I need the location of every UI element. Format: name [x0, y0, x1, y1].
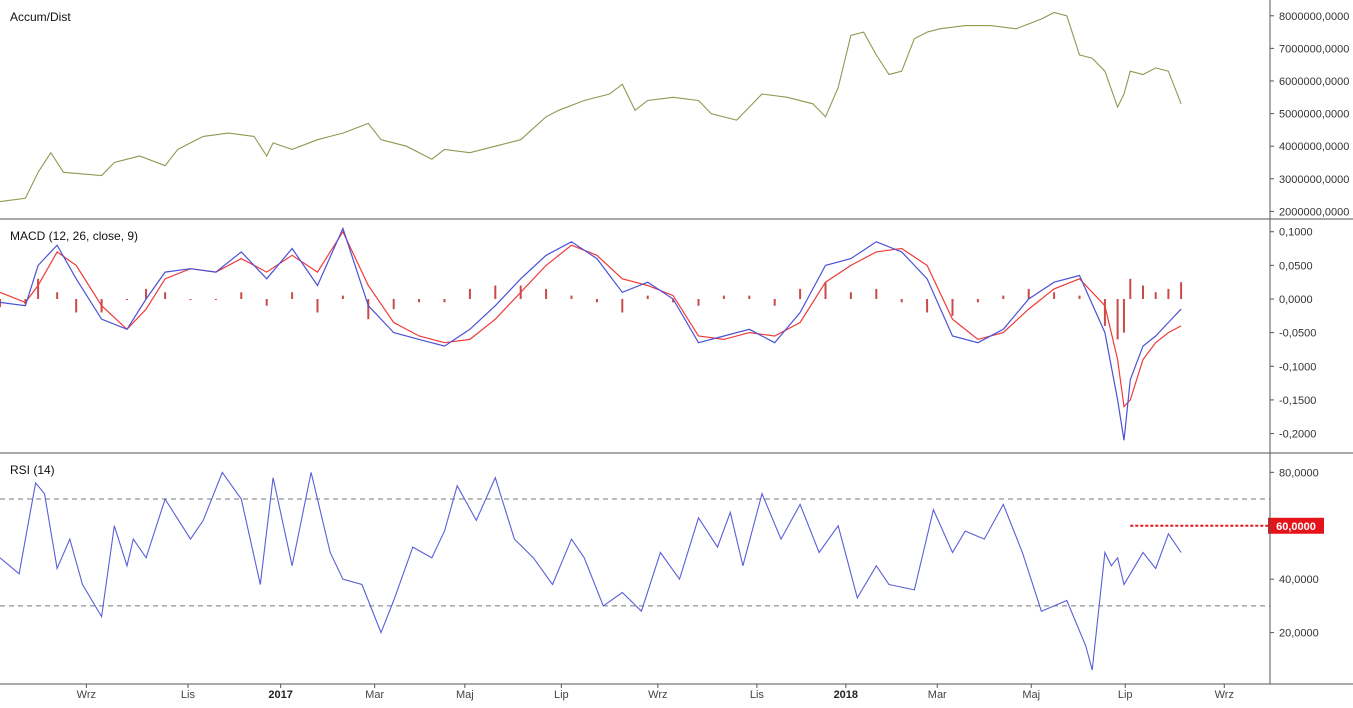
macd-histogram-bar: [145, 288, 148, 299]
macd-histogram-bar: [1002, 295, 1005, 299]
macd-title: MACD (12, 26, close, 9): [10, 229, 138, 243]
x-tick-label: Lis: [750, 689, 765, 701]
rsi-title: RSI (14): [10, 463, 55, 477]
macd-histogram-bar: [1053, 292, 1056, 299]
macd-histogram-bar: [976, 299, 979, 303]
macd-histogram-bar: [1116, 299, 1119, 340]
macd-histogram-bar: [646, 295, 649, 299]
macd-histogram-bar: [1078, 295, 1081, 299]
macd-histogram-bar: [900, 299, 903, 303]
y-tick-label: 20,0000: [1279, 628, 1319, 640]
y-tick-label: 0,0500: [1279, 260, 1313, 272]
y-tick-label: 80,0000: [1279, 467, 1319, 479]
rsi-line: [0, 471, 1182, 671]
y-tick-label: 3000000,0000: [1279, 174, 1349, 186]
macd-histogram-bar: [265, 299, 268, 306]
y-tick-label: 4000000,0000: [1279, 141, 1349, 153]
y-tick-label: -0,1000: [1279, 361, 1316, 373]
macd-histogram-bar: [951, 299, 954, 316]
y-tick-label: 6000000,0000: [1279, 76, 1349, 88]
macd-histogram-bar: [1180, 282, 1183, 299]
x-tick-label: Wrz: [1215, 689, 1234, 701]
macd-histogram-bar: [697, 299, 700, 306]
x-tick-label: Wrz: [648, 689, 667, 701]
x-tick-label: 2017: [268, 689, 292, 701]
x-tick-label: Wrz: [77, 689, 96, 701]
macd-histogram-bar: [570, 295, 573, 299]
macd-histogram-bar: [392, 299, 395, 310]
rsi-value-badge: [1268, 517, 1324, 534]
macd-histogram-bar: [494, 285, 497, 299]
macd-histogram-bar: [773, 299, 776, 306]
macd-histogram-bar: [291, 292, 294, 299]
y-tick-label: 2000000,0000: [1279, 206, 1349, 218]
y-tick-label: -0,0500: [1279, 328, 1316, 340]
y-tick-label: 5000000,0000: [1279, 109, 1349, 121]
macd-histogram-bar: [849, 292, 852, 299]
macd-histogram-bar: [1142, 285, 1144, 299]
macd-histogram-bar: [595, 299, 598, 303]
x-tick-label: Maj: [456, 689, 474, 701]
macd-histogram-bar: [316, 299, 319, 313]
macd-histogram-bar: [214, 299, 217, 300]
accum-dist-title: Accum/Dist: [10, 10, 71, 24]
macd-histogram-bar: [1027, 288, 1030, 299]
macd-histogram-bar: [164, 292, 167, 299]
macd-histogram-bar: [875, 288, 878, 299]
y-tick-label: -0,2000: [1279, 429, 1316, 441]
macd-histogram-bar: [75, 299, 78, 313]
macd-histogram-bar: [367, 299, 370, 320]
macd-histogram-bar: [341, 295, 344, 299]
macd-histogram-bar: [468, 288, 471, 299]
x-tick-label: Lip: [554, 689, 569, 701]
macd-histogram-bar: [926, 299, 929, 313]
macd-histogram-bar: [545, 288, 548, 299]
macd-histogram-bar: [126, 299, 128, 300]
macd-histogram-bar: [418, 299, 421, 303]
x-tick-label: Maj: [1022, 689, 1040, 701]
macd-histogram-bar: [1167, 288, 1170, 299]
x-tick-label: Lis: [181, 689, 196, 701]
macd-histogram-bar: [722, 295, 725, 299]
macd-histogram-bar: [1154, 292, 1157, 299]
rsi-value-badge-label: 60,0000: [1276, 521, 1316, 533]
accum-dist-pane: Accum/Dist 8000000,0000 7000000,0000 600000…: [0, 10, 1349, 218]
accum-dist-line: [0, 11, 1182, 203]
macd-signal-line: [0, 230, 1182, 408]
macd-histogram-bar: [799, 288, 802, 299]
macd-histogram-bar: [748, 295, 751, 299]
y-tick-label: -0,1500: [1279, 395, 1316, 407]
macd-histogram-bar: [37, 278, 40, 299]
macd-line: [0, 226, 1182, 441]
macd-histogram-bar: [240, 292, 243, 299]
macd-histogram-bar: [56, 292, 59, 299]
x-tick-label: Lip: [1118, 689, 1133, 701]
macd-histogram-bar: [824, 282, 827, 299]
macd-histogram-bar: [621, 299, 624, 313]
y-tick-label: 0,0000: [1279, 294, 1313, 306]
macd-histogram-bar: [1129, 278, 1132, 299]
macd-pane: MACD (12, 26, close, 9) 0,1000 0,0500 0,000…: [0, 227, 1316, 441]
rsi-pane: RSI (14) 80,0000 40,0000 20,0000 60,0000: [0, 463, 1324, 671]
x-tick-label: Mar: [928, 689, 947, 701]
macd-histogram-bar: [1122, 299, 1125, 333]
y-tick-label: 7000000,0000: [1279, 43, 1349, 55]
macd-histogram-bar: [1103, 299, 1106, 326]
x-tick-label: 2018: [834, 689, 858, 701]
x-tick-label: Mar: [365, 689, 384, 701]
macd-histogram-bar: [443, 299, 446, 303]
macd-histogram-bar: [189, 299, 192, 300]
y-tick-label: 0,1000: [1279, 227, 1313, 239]
y-tick-label: 40,0000: [1279, 574, 1319, 586]
macd-histogram-bar: [672, 299, 675, 303]
y-tick-label: 8000000,0000: [1279, 11, 1349, 23]
